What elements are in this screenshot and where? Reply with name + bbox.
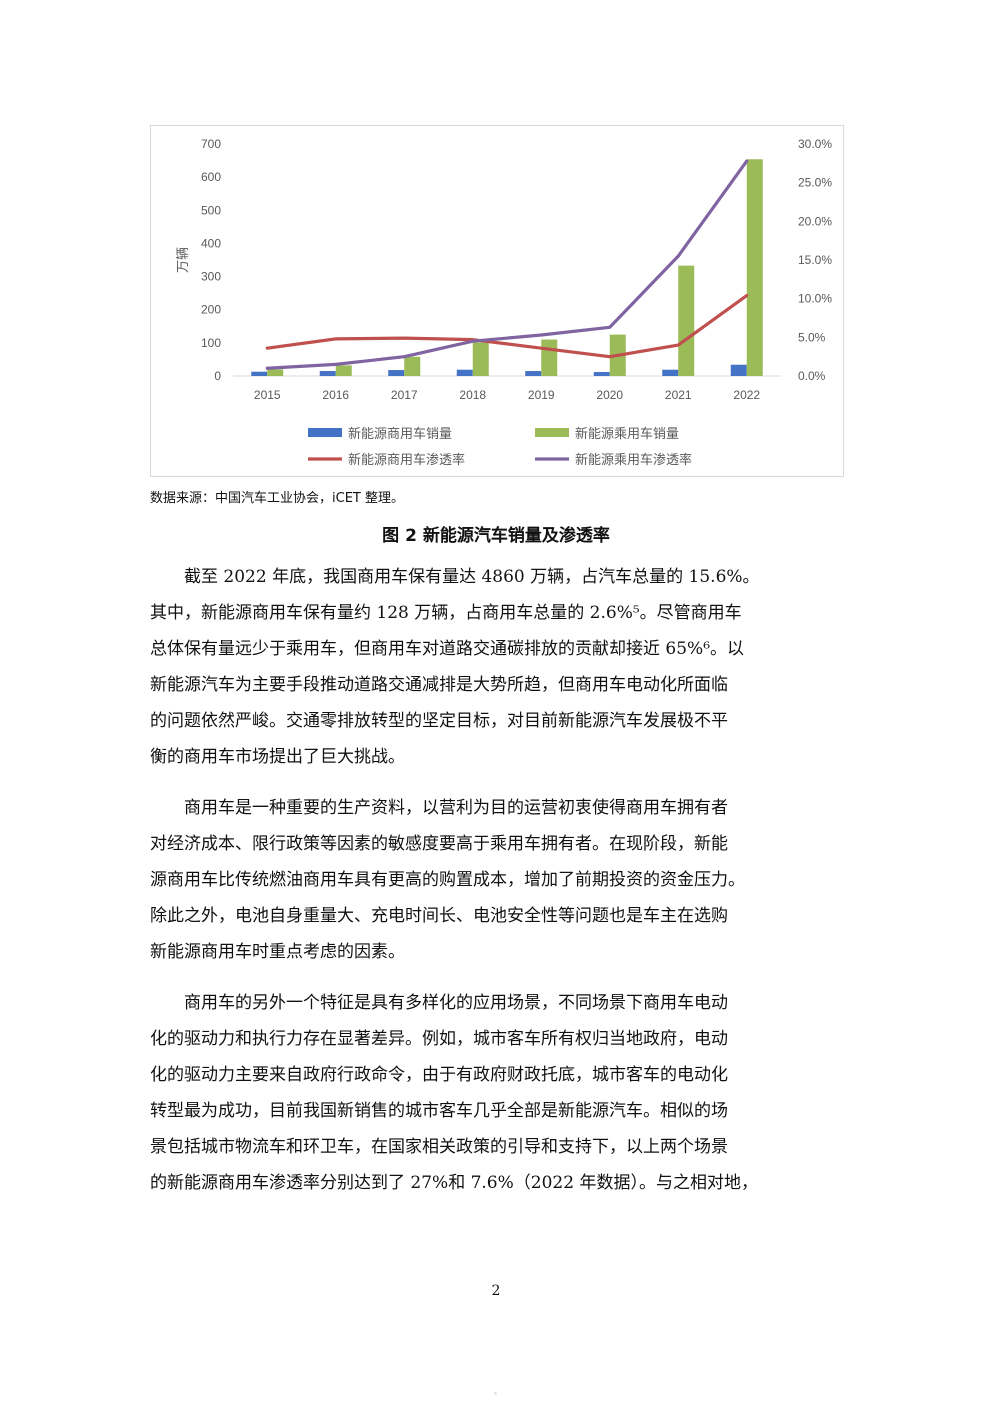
bar-passenger-sales [267, 369, 284, 376]
paragraph-line: 商用车是一种重要的生产资料，以营利为目的运营初衷使得商用车拥有者 [184, 798, 728, 818]
legend-label: 新能源商用车渗透率 [348, 452, 465, 468]
x-axis-tick-label: 2022 [733, 388, 760, 402]
figure-caption: 图 2 新能源汽车销量及渗透率 [382, 526, 610, 546]
paragraph-line: 总体保有量远少于乘用车，但商用车对道路交通碳排放的贡献却接近 65%⁶。以 [150, 639, 745, 659]
paragraph-line: 的问题依然严峻。交通零排放转型的坚定目标，对目前新能源汽车发展极不平 [150, 711, 728, 731]
line-commercial-penetration [265, 293, 749, 359]
y2-axis-tick-label: 30.0% [798, 137, 832, 151]
y-axis-title: 万辆 [176, 247, 191, 273]
paragraph-line: 新能源商用车时重点考虑的因素。 [150, 942, 405, 962]
source-note: 数据来源：中国汽车工业协会，iCET 整理。 [150, 491, 404, 506]
paragraph-line: 景包括城市物流车和环卫车，在国家相关政策的引导和支持下，以上两个场景 [150, 1137, 728, 1157]
paragraph-line: 新能源汽车为主要手段推动道路交通减排是大势所趋，但商用车电动化所面临 [150, 675, 728, 695]
bar-commercial-sales [525, 371, 542, 376]
paragraph-line: 商用车的另外一个特征是具有多样化的应用场景，不同场景下商用车电动 [184, 993, 728, 1013]
x-axis-tick-label: 2017 [391, 388, 418, 402]
y-axis-tick-label: 400 [201, 236, 221, 250]
paragraph-line: 源商用车比传统燃油商用车具有更高的购置成本，增加了前期投资的资金压力。 [150, 870, 745, 890]
legend-swatch [535, 428, 569, 437]
y2-axis-tick-label: 10.0% [798, 292, 832, 306]
paragraph-line: 除此之外，电池自身重量大、充电时间长、电池安全性等问题也是车主在选购 [150, 906, 728, 926]
legend-label: 新能源商用车销量 [348, 426, 452, 442]
line-passenger-penetration [265, 159, 749, 370]
bar-commercial-sales [730, 364, 747, 376]
x-axis-tick-label: 2020 [596, 388, 623, 402]
y-axis-tick-label: 600 [201, 170, 221, 184]
bar-commercial-sales [662, 369, 679, 376]
legend-label: 新能源乘用车渗透率 [575, 452, 692, 468]
y-axis-tick-label: 200 [201, 303, 221, 317]
x-axis-tick-label: 2019 [528, 388, 555, 402]
paragraph-1: 截至 2022 年底，我国商用车保有量达 4860 万辆，占汽车总量的 15.6… [150, 559, 842, 775]
paragraph-line: 截至 2022 年底，我国商用车保有量达 4860 万辆，占汽车总量的 15.6… [184, 567, 760, 587]
page-number: 2 [491, 1283, 501, 1299]
bar-passenger-sales [541, 339, 558, 376]
y-axis-tick-label: 0 [214, 369, 221, 383]
x-axis-tick-label: 2015 [254, 388, 281, 402]
paragraph-3: 商用车的另外一个特征是具有多样化的应用场景，不同场景下商用车电动 化的驱动力和执… [150, 985, 842, 1201]
bar-commercial-sales [388, 370, 405, 376]
y2-axis-tick-label: 5.0% [798, 330, 826, 344]
legend-swatch [308, 428, 342, 437]
sales-penetration-chart: 0 100 200 300 400 500 600 700 0.0% 5.0% 10.0% 15.0%… [176, 137, 832, 468]
paragraph-line: 对经济成本、限行政策等因素的敏感度要高于乘用车拥有者。在现阶段，新能 [150, 834, 728, 854]
paragraph-line: 的新能源商用车渗透率分别达到了 27%和 7.6%（2022 年数据）。与之相对… [150, 1173, 758, 1193]
bar-passenger-sales [404, 356, 421, 376]
y-axis-tick-label: 300 [201, 270, 221, 284]
bar-passenger-sales [335, 365, 352, 376]
bar-passenger-sales [678, 265, 695, 376]
bar-passenger-sales [472, 342, 489, 376]
x-axis-tick-label: 2016 [322, 388, 349, 402]
bar-commercial-sales [593, 372, 610, 376]
paragraph-2: 商用车是一种重要的生产资料，以营利为目的运营初衷使得商用车拥有者 对经济成本、限… [150, 790, 842, 970]
paragraph-line: 化的驱动力和执行力存在显著差异。例如，城市客车所有权归当地政府，电动 [150, 1029, 728, 1049]
y2-axis-tick-label: 25.0% [798, 176, 832, 190]
scan-dot [494, 1392, 497, 1395]
y2-axis-tick-label: 15.0% [798, 253, 832, 267]
paragraph-line: 其中，新能源商用车保有量约 128 万辆，占商用车总量的 2.6%⁵。尽管商用车 [150, 603, 742, 623]
bar-passenger-sales [746, 159, 763, 376]
chart-container: 0 100 200 300 400 500 600 700 0.0% 5.0% 10.0% 15.0%… [150, 125, 844, 477]
paragraph-line: 化的驱动力主要来自政府行政命令，由于有政府财政托底，城市客车的电动化 [150, 1065, 728, 1085]
x-axis-tick-label: 2018 [459, 388, 486, 402]
y2-axis-tick-label: 20.0% [798, 214, 832, 228]
bar-commercial-sales [251, 371, 268, 376]
legend-label: 新能源乘用车销量 [575, 426, 679, 442]
paragraph-line: 衡的商用车市场提出了巨大挑战。 [150, 747, 405, 767]
bar-commercial-sales [456, 369, 473, 376]
bar-commercial-sales [319, 371, 336, 376]
x-axis-tick-label: 2021 [665, 388, 692, 402]
y-axis-tick-label: 700 [201, 137, 221, 151]
y-axis-tick-label: 500 [201, 203, 221, 217]
y-axis-tick-label: 100 [201, 336, 221, 350]
y2-axis-tick-label: 0.0% [798, 369, 826, 383]
paragraph-line: 转型最为成功，目前我国新销售的城市客车几乎全部是新能源汽车。相似的场 [150, 1101, 728, 1121]
